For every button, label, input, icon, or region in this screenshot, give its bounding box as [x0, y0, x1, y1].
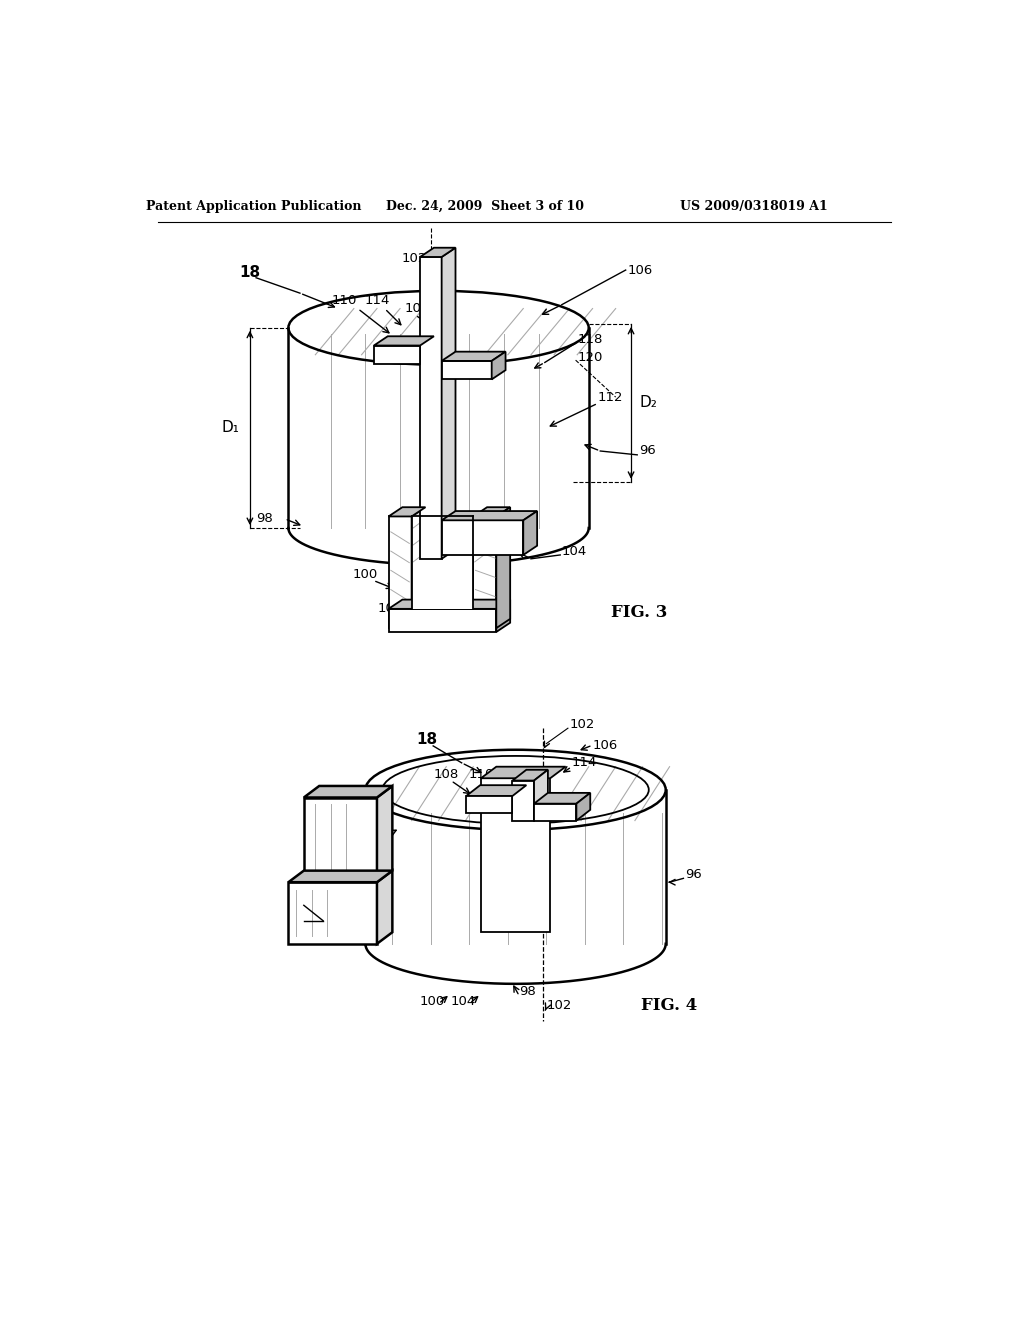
Text: 108: 108	[404, 302, 430, 315]
Text: 118: 118	[578, 333, 602, 346]
Text: D₂: D₂	[639, 395, 657, 411]
Polygon shape	[473, 507, 510, 516]
Polygon shape	[304, 797, 377, 882]
Text: 100: 100	[353, 568, 378, 581]
Text: Patent Application Publication: Patent Application Publication	[146, 199, 361, 213]
Polygon shape	[388, 507, 425, 516]
Text: 100: 100	[420, 995, 445, 1008]
Polygon shape	[497, 599, 510, 632]
Text: 102: 102	[401, 252, 427, 265]
Text: 108: 108	[433, 768, 459, 781]
Polygon shape	[512, 770, 548, 780]
Polygon shape	[374, 346, 420, 364]
Text: 96: 96	[639, 445, 655, 458]
Polygon shape	[289, 871, 392, 882]
Text: 98: 98	[519, 985, 536, 998]
Polygon shape	[388, 609, 497, 632]
Polygon shape	[466, 796, 512, 813]
Polygon shape	[492, 351, 506, 379]
Polygon shape	[388, 599, 510, 609]
Polygon shape	[497, 507, 510, 628]
Text: 102: 102	[547, 999, 571, 1012]
Text: 116: 116	[330, 915, 355, 927]
Polygon shape	[412, 516, 473, 609]
Text: 112: 112	[464, 602, 489, 615]
Text: 106: 106	[628, 264, 652, 277]
Text: 112: 112	[598, 391, 624, 404]
Text: 120: 120	[578, 351, 602, 363]
Polygon shape	[441, 360, 492, 379]
Polygon shape	[377, 871, 392, 944]
Polygon shape	[304, 785, 392, 797]
Text: 106: 106	[593, 739, 617, 751]
Text: 18: 18	[417, 733, 437, 747]
Text: FIG. 3: FIG. 3	[610, 605, 667, 622]
Text: 114: 114	[571, 756, 597, 770]
Text: 102: 102	[378, 602, 402, 615]
Text: 110: 110	[332, 294, 357, 308]
Polygon shape	[377, 785, 392, 882]
Polygon shape	[420, 257, 441, 558]
Polygon shape	[535, 793, 590, 804]
Polygon shape	[523, 511, 538, 554]
Text: 96: 96	[685, 869, 701, 880]
Polygon shape	[577, 793, 590, 821]
Polygon shape	[535, 804, 577, 821]
Polygon shape	[420, 248, 456, 257]
Text: FIG. 4: FIG. 4	[641, 997, 697, 1014]
Text: 104: 104	[451, 995, 476, 1008]
Polygon shape	[374, 337, 434, 346]
Text: US 2009/0318019 A1: US 2009/0318019 A1	[680, 199, 828, 213]
Polygon shape	[481, 779, 550, 932]
Text: 116: 116	[426, 602, 452, 615]
Polygon shape	[473, 516, 497, 628]
Text: 104: 104	[562, 545, 587, 557]
Polygon shape	[466, 785, 526, 796]
Text: 98: 98	[256, 512, 273, 525]
Polygon shape	[441, 511, 538, 520]
Polygon shape	[441, 248, 456, 558]
Text: 110: 110	[468, 768, 494, 781]
Polygon shape	[412, 507, 425, 628]
Text: 114: 114	[365, 294, 390, 308]
Text: 18: 18	[240, 265, 260, 280]
Polygon shape	[535, 770, 548, 821]
Polygon shape	[512, 780, 535, 821]
Text: 102: 102	[569, 718, 595, 731]
Polygon shape	[289, 882, 377, 944]
Text: 112: 112	[345, 822, 371, 834]
Text: D₁: D₁	[222, 420, 240, 436]
Polygon shape	[441, 520, 523, 554]
Polygon shape	[481, 767, 565, 779]
Text: Dec. 24, 2009  Sheet 3 of 10: Dec. 24, 2009 Sheet 3 of 10	[386, 199, 584, 213]
Polygon shape	[441, 351, 506, 360]
Polygon shape	[388, 516, 412, 628]
